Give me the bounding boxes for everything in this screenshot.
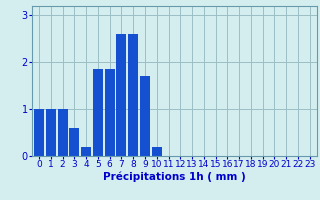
- Bar: [140, 76, 150, 156]
- Bar: [116, 34, 126, 156]
- X-axis label: Précipitations 1h ( mm ): Précipitations 1h ( mm ): [103, 172, 246, 182]
- Bar: [34, 109, 44, 156]
- Bar: [128, 34, 138, 156]
- Bar: [46, 109, 56, 156]
- Bar: [69, 128, 79, 156]
- Bar: [58, 109, 68, 156]
- Bar: [152, 147, 162, 156]
- Bar: [93, 69, 103, 156]
- Bar: [81, 147, 91, 156]
- Bar: [105, 69, 115, 156]
